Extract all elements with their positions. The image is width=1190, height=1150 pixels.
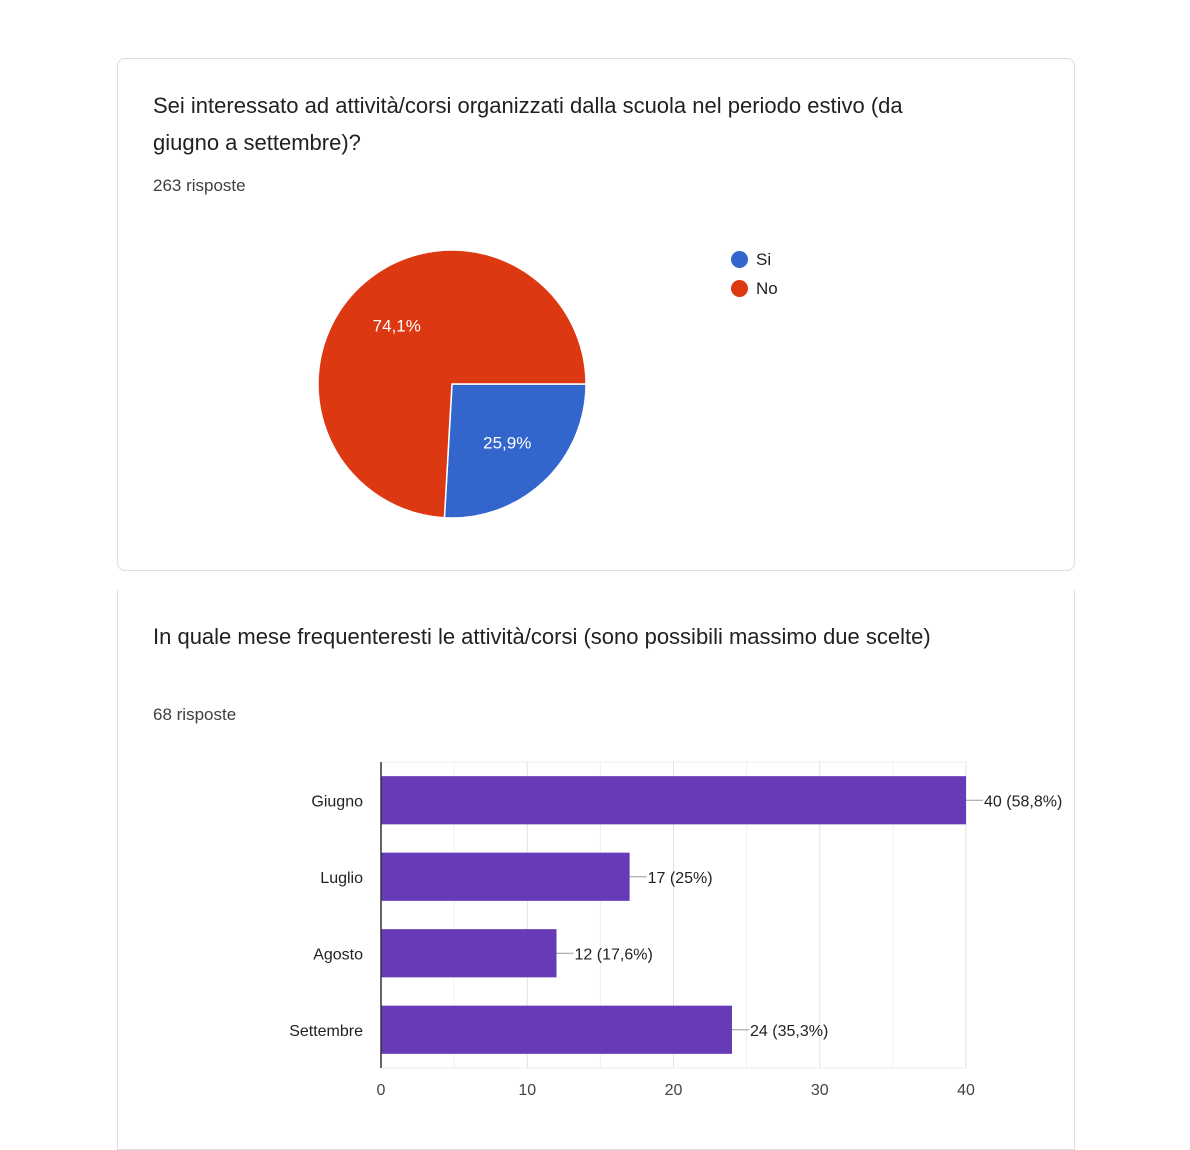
pie-slice-label: 25,9% [483,433,531,452]
question-card-1: Sei interessato ad attività/corsi organi… [117,58,1075,571]
x-tick-label: 40 [957,1082,975,1099]
question-card-2: In quale mese frequenteresti le attività… [117,590,1075,1150]
pie-slice-no [317,249,587,519]
response-count: 263 risposte [153,176,246,195]
pie-slice-si [443,383,587,519]
bar-giugno [381,776,966,825]
bar-agosto [381,929,557,978]
data-label: 17 (25%) [648,870,713,887]
legend-item-no: No [731,274,778,303]
data-label: 12 (17,6%) [575,946,653,963]
category-label: Luglio [320,870,363,887]
x-tick-label: 10 [518,1082,536,1099]
category-label: Settembre [289,1023,363,1040]
x-tick-label: 30 [811,1082,829,1099]
data-label: 24 (35,3%) [750,1023,828,1040]
legend-label: No [756,278,778,298]
category-label: Giugno [311,793,363,810]
category-label: Agosto [313,946,363,963]
pie-legend: Si No [731,245,778,303]
legend-label: Si [756,249,772,269]
data-label: 40 (58,8%) [984,793,1062,810]
legend-dot-icon [731,251,748,268]
bar-luglio [381,852,630,901]
pie-slice-label: 74,1% [373,317,421,336]
pie-chart: 25,9% 74,1% [317,249,587,519]
x-tick-label: 0 [377,1082,386,1099]
bar-settembre [381,1005,732,1054]
legend-dot-icon [731,280,748,297]
bar-chart: Giugno 40 (58,8%) Luglio 17 (25%) Agosto 12 (… [289,761,1062,1099]
response-count: 68 risposte [153,705,237,724]
question-title: Sei interessato ad attività/corsi organi… [153,93,903,155]
question-title: In quale mese frequenteresti le attività… [153,624,931,649]
legend-item-si: Si [731,245,778,274]
x-tick-label: 20 [665,1082,683,1099]
